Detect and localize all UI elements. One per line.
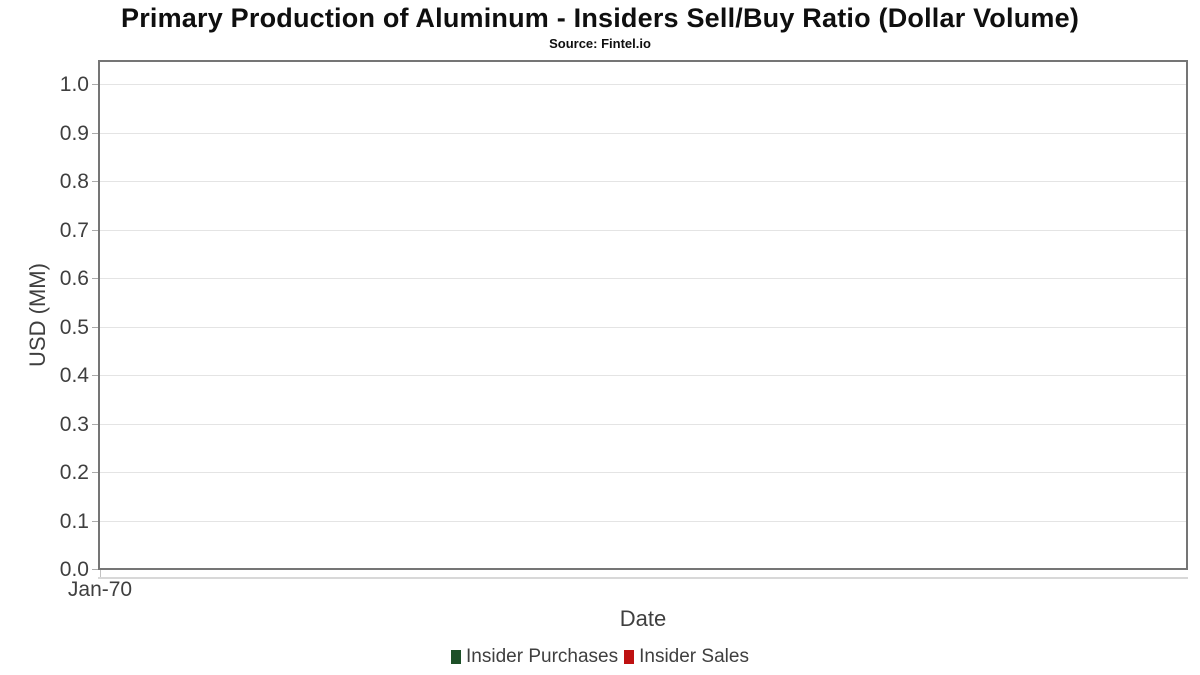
gridline	[98, 423, 1188, 425]
y-tick-label: 0.3	[59, 412, 89, 436]
y-tick-mark	[92, 278, 98, 279]
y-axis-label: USD (MM)	[25, 263, 50, 367]
x-axis-line	[98, 577, 1188, 579]
y-tick-mark	[92, 132, 98, 134]
y-tick-label: 0.6	[59, 267, 89, 290]
legend-item-insider-purchases: Insider Purchases	[451, 646, 618, 668]
y-tick-label: 0.4	[59, 364, 89, 387]
legend-label: Insider Sales	[639, 646, 749, 667]
plot-area	[98, 60, 1188, 570]
gridline	[98, 132, 1188, 134]
y-tick-mark	[92, 472, 98, 473]
gridline	[98, 326, 1188, 328]
gridline	[98, 520, 1188, 522]
y-tick-mark	[92, 520, 98, 522]
y-tick-label: 0.9	[59, 121, 89, 145]
legend-swatch-icon	[451, 650, 462, 664]
y-tick-label: 0.7	[59, 218, 89, 242]
chart-title: Primary Production of Aluminum - Insider…	[120, 3, 1080, 33]
y-tick-mark	[92, 84, 98, 85]
y-tick-label: 0.1	[59, 509, 89, 533]
x-tick-mark	[100, 570, 101, 577]
chart-subtitle: Source: Fintel.io	[549, 36, 651, 51]
legend: Insider Purchases Insider Sales	[0, 646, 1200, 668]
y-tick-mark	[92, 181, 98, 182]
y-tick-mark	[92, 423, 98, 425]
y-tick-label: 0.5	[59, 315, 89, 339]
y-tick-label: 0.2	[59, 461, 89, 484]
y-tick-label: 0.8	[59, 170, 89, 193]
y-tick-label: 1.0	[59, 73, 89, 96]
gridline	[98, 278, 1188, 279]
y-tick-mark	[92, 569, 98, 570]
y-tick-mark	[92, 375, 98, 376]
y-tick-mark	[92, 326, 98, 328]
gridline	[98, 375, 1188, 376]
y-axis-ticks: 0.0 0.1 0.2 0.3 0.4 0.5 0.6 0.7 0.8 0.9 1.0	[0, 0, 98, 675]
gridline	[98, 472, 1188, 473]
y-tick-mark	[92, 229, 98, 231]
gridline	[98, 84, 1188, 85]
x-axis-label: Date	[619, 606, 667, 631]
y-tick-label: 0.0	[59, 558, 89, 581]
legend-label: Insider Purchases	[466, 646, 619, 667]
gridline	[98, 181, 1188, 182]
gridline	[98, 229, 1188, 231]
x-tick-label: Jan-70	[67, 578, 133, 601]
legend-item-insider-sales: Insider Sales	[624, 646, 749, 668]
legend-swatch-icon	[624, 650, 635, 664]
